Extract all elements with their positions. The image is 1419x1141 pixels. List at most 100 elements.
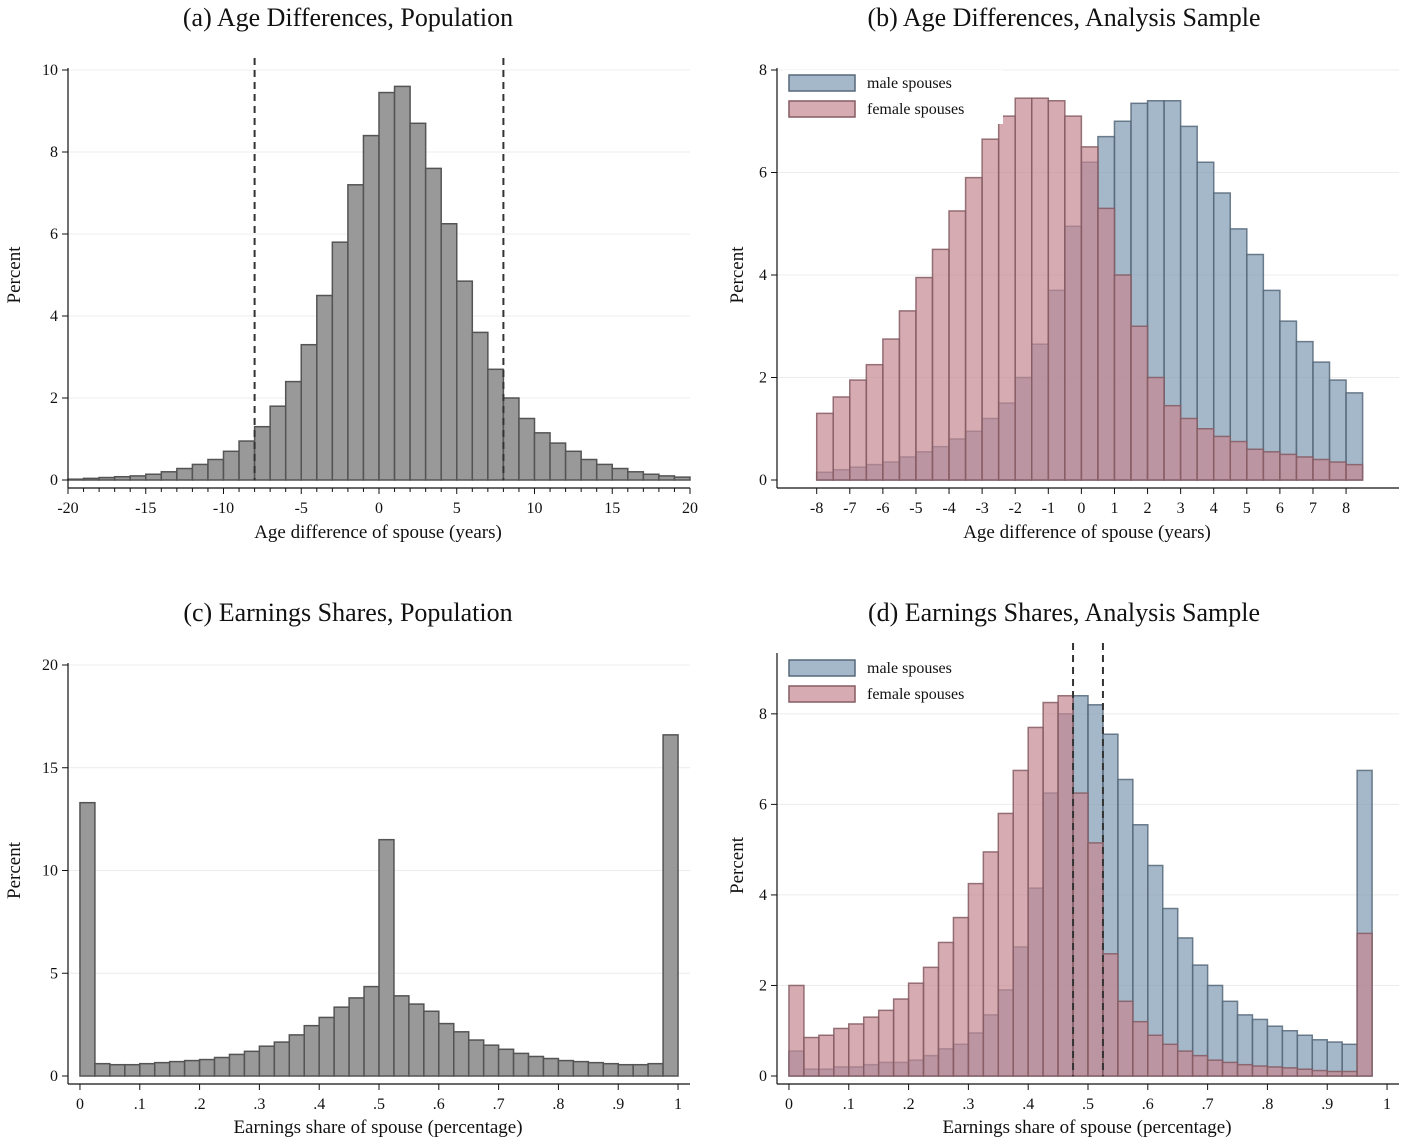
bar: [587, 1061, 605, 1077]
bar: [595, 463, 614, 481]
x-tick-label: .1: [843, 1096, 855, 1113]
y-tick-label: 20: [42, 657, 58, 674]
x-tick-label: 1: [1383, 1096, 1391, 1113]
bar: [129, 475, 147, 481]
bar: [318, 1016, 335, 1077]
bar: [948, 210, 967, 481]
x-tick-label: 1: [1110, 500, 1118, 517]
bar: [82, 477, 100, 481]
x-tick-label: -6: [876, 500, 889, 517]
bar: [213, 1056, 231, 1077]
bar: [1072, 792, 1089, 1077]
x-tick-label: -10: [213, 500, 234, 517]
bar: [673, 476, 691, 481]
bar: [964, 176, 983, 481]
chart-d: 0 2 4 6 8 0 .1 .2 .3 .4 .5 .6 .7 .8 .9 1 Earnings share …: [727, 643, 1399, 1138]
x-tick-label: .3: [962, 1096, 974, 1113]
x-axis-title: Age difference of spouse (years): [963, 522, 1211, 543]
bar: [362, 134, 380, 481]
legend-swatch: [788, 659, 856, 677]
bar: [1163, 404, 1182, 481]
bar: [269, 405, 287, 481]
x-tick-label: 0: [375, 500, 383, 517]
bar: [1031, 97, 1050, 481]
bar: [363, 985, 380, 1077]
x-tick-label: 0: [785, 1096, 793, 1113]
bar: [892, 998, 910, 1077]
bar: [907, 982, 925, 1077]
x-tick-label: 10: [527, 500, 543, 517]
bar: [1312, 458, 1331, 481]
bar: [1162, 1043, 1179, 1077]
chart-title: (b) Age Differences, Analysis Sample: [867, 3, 1261, 32]
bar: [658, 475, 676, 481]
x-tick-label: 5: [453, 500, 461, 517]
x-axis-title: Earnings share of spouse (percentage): [942, 1117, 1231, 1138]
x-tick-label: -2: [1009, 500, 1022, 517]
bar: [1176, 1050, 1194, 1077]
x-tick-label: .3: [253, 1096, 265, 1113]
bar: [512, 1052, 530, 1077]
bar: [572, 1060, 590, 1077]
bar: [1117, 1000, 1134, 1077]
bar: [1080, 146, 1099, 481]
bar: [1147, 1034, 1164, 1077]
y-tick-label: 2: [759, 977, 767, 994]
bar: [865, 363, 884, 481]
bar: [1262, 451, 1281, 481]
x-tick-label: 0: [76, 1096, 84, 1113]
bar: [815, 412, 834, 481]
y-tick-label: 10: [42, 62, 58, 79]
bar: [1130, 325, 1149, 481]
panel-d: (d) Earnings Shares, Analysis Sample 0 2 4…: [709, 570, 1419, 1141]
bar: [288, 1034, 305, 1077]
bar: [1212, 435, 1232, 481]
bar: [1087, 842, 1104, 1077]
x-tick-label: 0: [1077, 500, 1085, 517]
chart-title: (c) Earnings Shares, Population: [183, 598, 513, 627]
bar: [1191, 1054, 1209, 1077]
bar: [124, 1063, 141, 1077]
chart-a: 0 2 4 6 8 10 -20 -15 -10 -5 0 5 10 15 20 Age difference…: [4, 58, 698, 543]
bar: [564, 450, 582, 481]
bar: [98, 476, 116, 481]
y-tick-label: 10: [42, 863, 58, 880]
bar: [273, 1041, 291, 1077]
x-tick-label: .6: [1142, 1096, 1154, 1113]
bar: [1057, 694, 1074, 1077]
y-axis-title: Percent: [4, 246, 25, 304]
bar: [1229, 440, 1248, 481]
bar: [502, 397, 520, 481]
bar: [832, 396, 851, 481]
x-axis-title: Age difference of spouse (years): [254, 522, 502, 543]
bar: [1221, 1061, 1239, 1077]
panel-b: (b) Age Differences, Analysis Sample 0 2 4…: [709, 0, 1419, 570]
panel-c: (c) Earnings Shares, Population 0 5 10 15 20…: [0, 570, 709, 1141]
bar: [191, 463, 209, 481]
x-tick-label: -5: [295, 500, 308, 517]
x-tick-label: .8: [552, 1096, 564, 1113]
y-tick-label: 5: [50, 965, 58, 982]
x-tick-label: .5: [373, 1096, 385, 1113]
x-tick-label: 6: [1276, 500, 1284, 517]
y-tick-label: 2: [759, 370, 767, 387]
bar: [1146, 376, 1165, 481]
bar: [409, 122, 427, 481]
x-tick-label: 1: [674, 1096, 682, 1113]
x-tick-label: 15: [604, 500, 620, 517]
x-tick-label: 20: [682, 500, 698, 517]
bar: [542, 1057, 560, 1077]
bar: [160, 471, 178, 481]
x-tick-label: .7: [493, 1096, 505, 1113]
bar: [937, 941, 955, 1077]
bar-series: [79, 734, 679, 1077]
x-tick-label: -8: [810, 500, 823, 517]
bar: [1266, 1066, 1284, 1077]
x-tick-label: .2: [903, 1096, 915, 1113]
bar: [803, 1036, 820, 1077]
bar: [1047, 100, 1066, 481]
bar: [378, 91, 396, 481]
bar: [1295, 456, 1314, 481]
panel-a: (a) Age Differences, Population 0 2 4 6 8 10 -…: [0, 0, 709, 570]
bar: [1356, 932, 1373, 1077]
